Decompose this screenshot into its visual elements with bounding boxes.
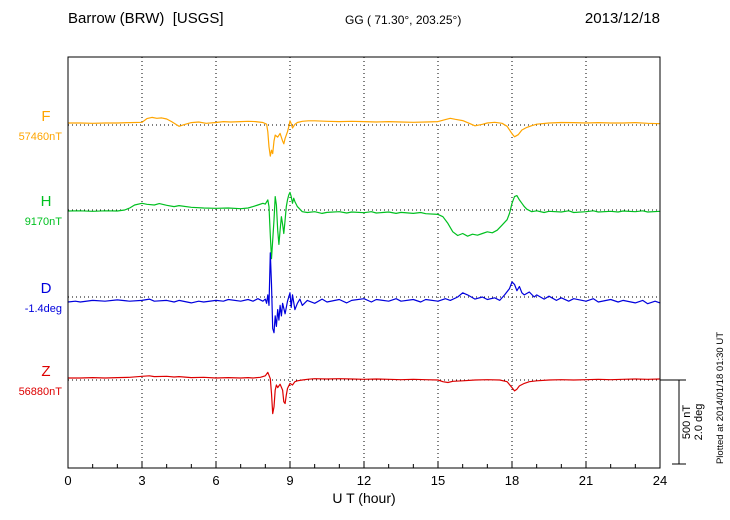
scale-label-nt: 500 nT — [681, 405, 693, 440]
x-tick-label: 12 — [357, 473, 371, 488]
x-tick-label: 9 — [286, 473, 293, 488]
scale-label-deg: 2.0 deg — [693, 404, 705, 441]
channel-baseline-value-H: 9170nT — [25, 216, 63, 228]
channel-label-Z: Z — [41, 363, 50, 380]
trace-Z — [67, 371, 661, 415]
x-tick-label: 21 — [579, 473, 593, 488]
x-tick-label: 0 — [64, 473, 71, 488]
x-tick-label: 3 — [138, 473, 145, 488]
geographic-coordinates: GG ( 71.30°, 203.25°) — [345, 13, 462, 27]
x-axis-title: U T (hour) — [332, 490, 396, 506]
trace-F — [67, 116, 661, 157]
station-title: Barrow (BRW) [USGS] — [68, 10, 224, 27]
trace-H — [67, 191, 661, 260]
trace-D — [67, 252, 661, 334]
x-tick-label: 6 — [212, 473, 219, 488]
channel-baseline-value-D: -1.4deg — [25, 303, 62, 315]
x-tick-label: 15 — [431, 473, 445, 488]
channel-baseline-value-F: 57460nT — [19, 131, 63, 143]
plotted-at-note: Plotted at 2014/01/18 01:30 UT — [715, 332, 726, 464]
channel-label-H: H — [41, 193, 52, 210]
channel-baseline-value-Z: 56880nT — [19, 386, 63, 398]
date-label: 2013/12/18 — [584, 10, 660, 27]
channel-label-F: F — [41, 108, 50, 125]
x-tick-label: 24 — [653, 473, 667, 488]
channel-label-D: D — [41, 280, 52, 297]
x-tick-label: 18 — [505, 473, 519, 488]
